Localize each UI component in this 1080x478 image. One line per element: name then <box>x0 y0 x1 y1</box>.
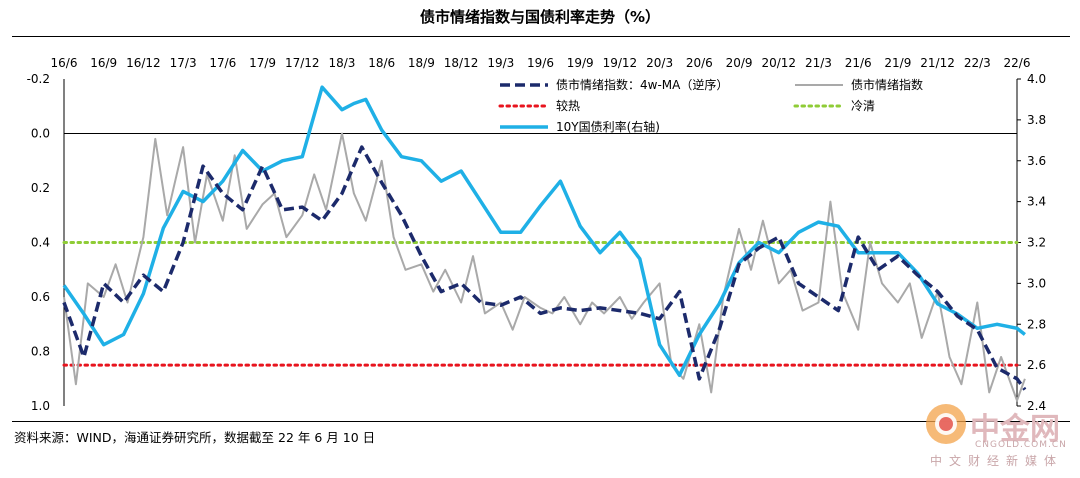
x-tick-label: 16/6 <box>51 56 78 70</box>
legend-label-ma: 债市情绪指数：4w-MA（逆序） <box>556 77 728 92</box>
x-tick-label: 22/3 <box>964 56 991 70</box>
watermark-icon <box>926 404 966 444</box>
x-tick-label: 17/3 <box>170 56 197 70</box>
x-tick-label: 18/9 <box>408 56 435 70</box>
x-tick-label: 20/12 <box>761 56 796 70</box>
left-tick-label: 0.4 <box>31 236 50 250</box>
right-tick-label: 3.0 <box>1027 276 1046 290</box>
axes: 16/6 16/9 16/12 17/3 17/6 17/9 17/12 18/3 18/6 18… <box>27 56 1047 413</box>
right-tick-label: 3.6 <box>1027 154 1046 168</box>
x-tick-label: 19/12 <box>603 56 638 70</box>
x-tick-label: 19/9 <box>567 56 594 70</box>
x-tick-label: 21/9 <box>884 56 911 70</box>
x-tick-label: 17/12 <box>285 56 320 70</box>
x-tick-label: 18/12 <box>444 56 479 70</box>
right-tick-label: 3.2 <box>1027 236 1046 250</box>
left-tick-label: 0.6 <box>31 290 50 304</box>
watermark-logo <box>842 398 1078 474</box>
watermark-site: CNGOLD.COM.CN <box>975 440 1067 450</box>
source-note: 资料来源：WIND，海通证券研究所，数据截至 22 年 6 月 10 日 <box>14 430 376 445</box>
x-tick-label: 21/3 <box>805 56 832 70</box>
x-tick-label: 20/9 <box>726 56 753 70</box>
left-tick-label: 0.0 <box>31 127 50 141</box>
right-tick-label: 3.8 <box>1027 113 1046 127</box>
x-tick-label: 20/3 <box>646 56 673 70</box>
x-tick-label: 19/6 <box>527 56 554 70</box>
right-tick-label: 2.6 <box>1027 358 1046 372</box>
x-tick-label: 22/6 <box>1004 56 1031 70</box>
watermark-slogan: 中文财经新媒体 <box>930 454 1064 468</box>
legend-label-cold: 冷清 <box>851 99 875 113</box>
legend-label-rate: 10Y国债利率(右轴) <box>556 119 660 134</box>
x-tick-label: 18/6 <box>368 56 395 70</box>
x-tick-label: 16/9 <box>90 56 117 70</box>
chart-title: 债市情绪指数与国债利率走势（%） <box>419 8 661 26</box>
x-tick-label: 17/9 <box>249 56 276 70</box>
right-tick-label: 2.8 <box>1027 317 1046 331</box>
x-tick-label: 18/3 <box>328 56 355 70</box>
rate-series-line <box>62 85 1026 378</box>
left-tick-label: -0.2 <box>27 72 50 86</box>
footer-divider <box>12 421 1070 422</box>
watermark-brand: 中金网 <box>970 412 1060 447</box>
x-tick-label: 21/12 <box>920 56 955 70</box>
x-tick-label: 17/6 <box>209 56 236 70</box>
right-tick-label: 4.0 <box>1027 72 1046 86</box>
title-divider <box>12 36 1070 37</box>
x-tick-label: 21/6 <box>845 56 872 70</box>
x-tick-label: 16/12 <box>126 56 161 70</box>
x-tick-label: 19/3 <box>487 56 514 70</box>
left-tick-label: 1.0 <box>31 399 50 413</box>
right-tick-label: 3.4 <box>1027 195 1046 209</box>
legend-label-raw: 债市情绪指数 <box>851 77 923 92</box>
left-tick-label: 0.8 <box>31 345 50 359</box>
right-tick-label: 2.4 <box>1027 399 1046 413</box>
series-lines <box>62 85 1027 402</box>
ma-series-line <box>62 145 1027 391</box>
x-tick-label: 20/6 <box>686 56 713 70</box>
left-tick-label: 0.2 <box>31 181 50 195</box>
legend-label-hot: 较热 <box>556 98 580 113</box>
